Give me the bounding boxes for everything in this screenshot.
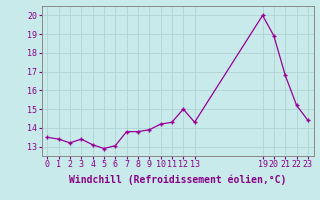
X-axis label: Windchill (Refroidissement éolien,°C): Windchill (Refroidissement éolien,°C) [69,175,286,185]
